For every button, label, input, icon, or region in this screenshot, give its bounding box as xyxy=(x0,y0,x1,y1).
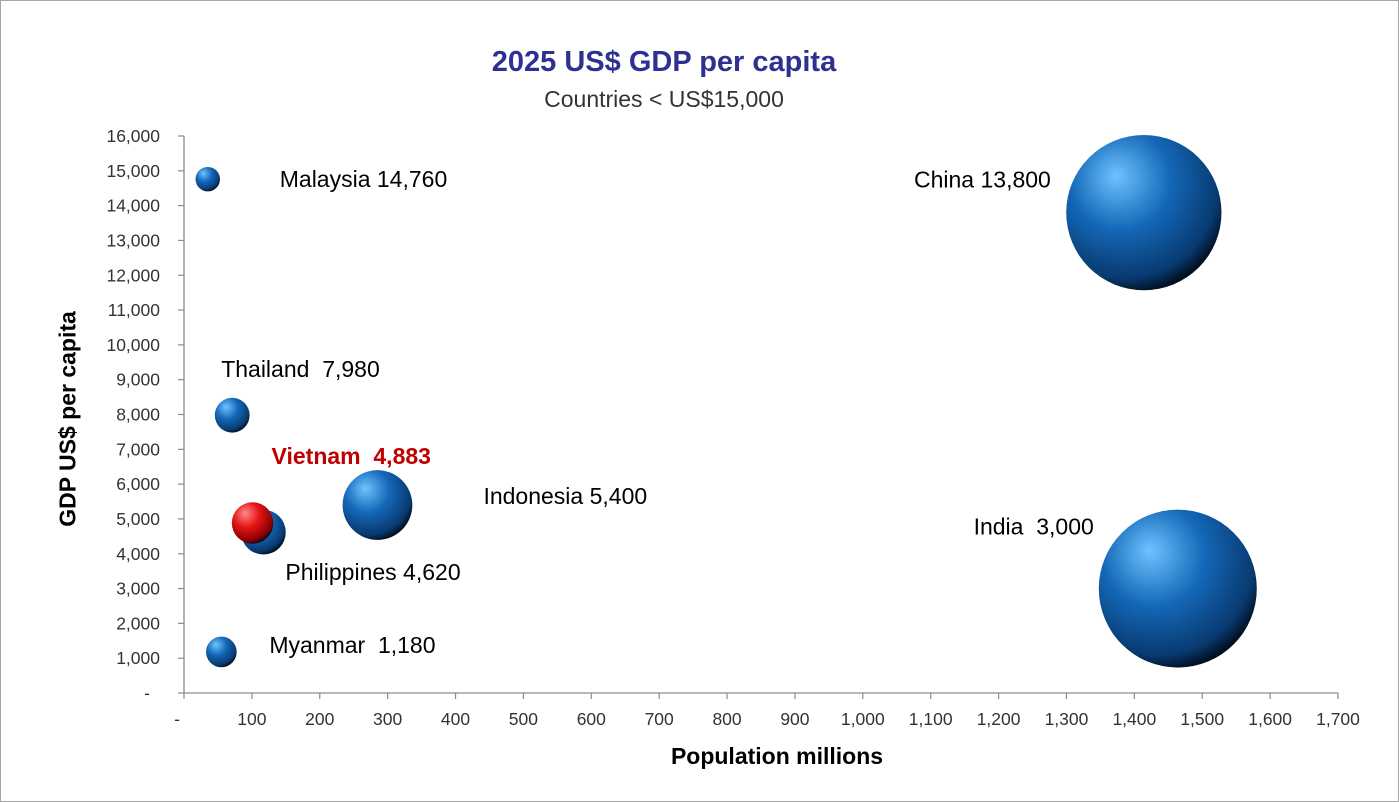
data-label-china: China 13,800 xyxy=(914,167,1051,193)
x-tick-label: 200 xyxy=(305,709,334,729)
x-tick-label: 1,000 xyxy=(841,709,885,729)
y-tick-label: 3,000 xyxy=(116,579,160,599)
y-tick-label: 8,000 xyxy=(116,405,160,425)
bubble-malaysia xyxy=(195,166,220,192)
chart-title: 2025 US$ GDP per capita xyxy=(491,46,837,78)
data-label-india: India 3,000 xyxy=(974,514,1094,540)
y-tick-label: 16,000 xyxy=(106,126,160,146)
y-tick-label: 13,000 xyxy=(106,230,160,250)
y-tick-label: 15,000 xyxy=(106,161,160,181)
x-tick-label: 900 xyxy=(780,709,809,729)
data-label-thailand: Thailand 7,980 xyxy=(221,356,380,382)
x-tick-label: - xyxy=(174,709,180,729)
y-tick-label: 5,000 xyxy=(116,509,160,529)
x-tick-label: 400 xyxy=(441,709,470,729)
x-tick-label: 1,300 xyxy=(1045,709,1089,729)
data-labels: Malaysia 14,760 China 13,800 Thailand 7,98… xyxy=(221,166,1094,658)
chart-subtitle: Countries < US$15,000 xyxy=(544,86,784,112)
bubbles xyxy=(195,134,1257,668)
y-tick-label: 11,000 xyxy=(108,300,160,320)
y-tick-label: 4,000 xyxy=(116,544,160,564)
x-tick-label: 700 xyxy=(645,709,674,729)
data-label-vietnam: Vietnam 4,883 xyxy=(272,443,431,469)
bubble-vietnam xyxy=(231,502,274,544)
y-tick-label: 7,000 xyxy=(116,439,160,459)
axes: - 100 200 300 400 500 600 700 800 900 1,000 1,100 1,… xyxy=(106,126,1360,729)
bubble-thailand xyxy=(214,397,250,433)
y-tick-label: 6,000 xyxy=(116,474,160,494)
x-tick-label: 1,500 xyxy=(1180,709,1224,729)
y-tick-label: 14,000 xyxy=(106,196,160,216)
x-tick-label: 100 xyxy=(237,709,266,729)
x-tick-label: 1,400 xyxy=(1112,709,1156,729)
x-axis-label: Population millions xyxy=(670,743,884,769)
y-tick-label: 10,000 xyxy=(106,335,160,355)
x-tick-label: 1,700 xyxy=(1316,709,1360,729)
data-label-myanmar: Myanmar 1,180 xyxy=(269,632,435,658)
y-tick-label: - xyxy=(144,683,150,703)
x-tick-label: 300 xyxy=(373,709,402,729)
data-label-philippines: Philippines 4,620 xyxy=(285,559,460,585)
bubble-china xyxy=(1066,134,1222,291)
x-tick-label: 600 xyxy=(577,709,606,729)
bubble-myanmar xyxy=(206,636,237,668)
bubble-indonesia xyxy=(342,470,413,540)
y-tick-label: 9,000 xyxy=(116,370,160,390)
data-label-malaysia: Malaysia 14,760 xyxy=(280,166,448,192)
y-tick-label: 1,000 xyxy=(116,648,160,668)
x-tick-label: 1,100 xyxy=(909,709,953,729)
x-tick-label: 800 xyxy=(712,709,741,729)
bubble-india xyxy=(1098,509,1257,668)
y-tick-label: 12,000 xyxy=(106,265,160,285)
y-tick-label: 2,000 xyxy=(116,613,160,633)
x-tick-label: 1,200 xyxy=(977,709,1021,729)
x-tick-label: 1,600 xyxy=(1248,709,1292,729)
x-tick-label: 500 xyxy=(509,709,538,729)
data-label-indonesia: Indonesia 5,400 xyxy=(483,483,647,509)
